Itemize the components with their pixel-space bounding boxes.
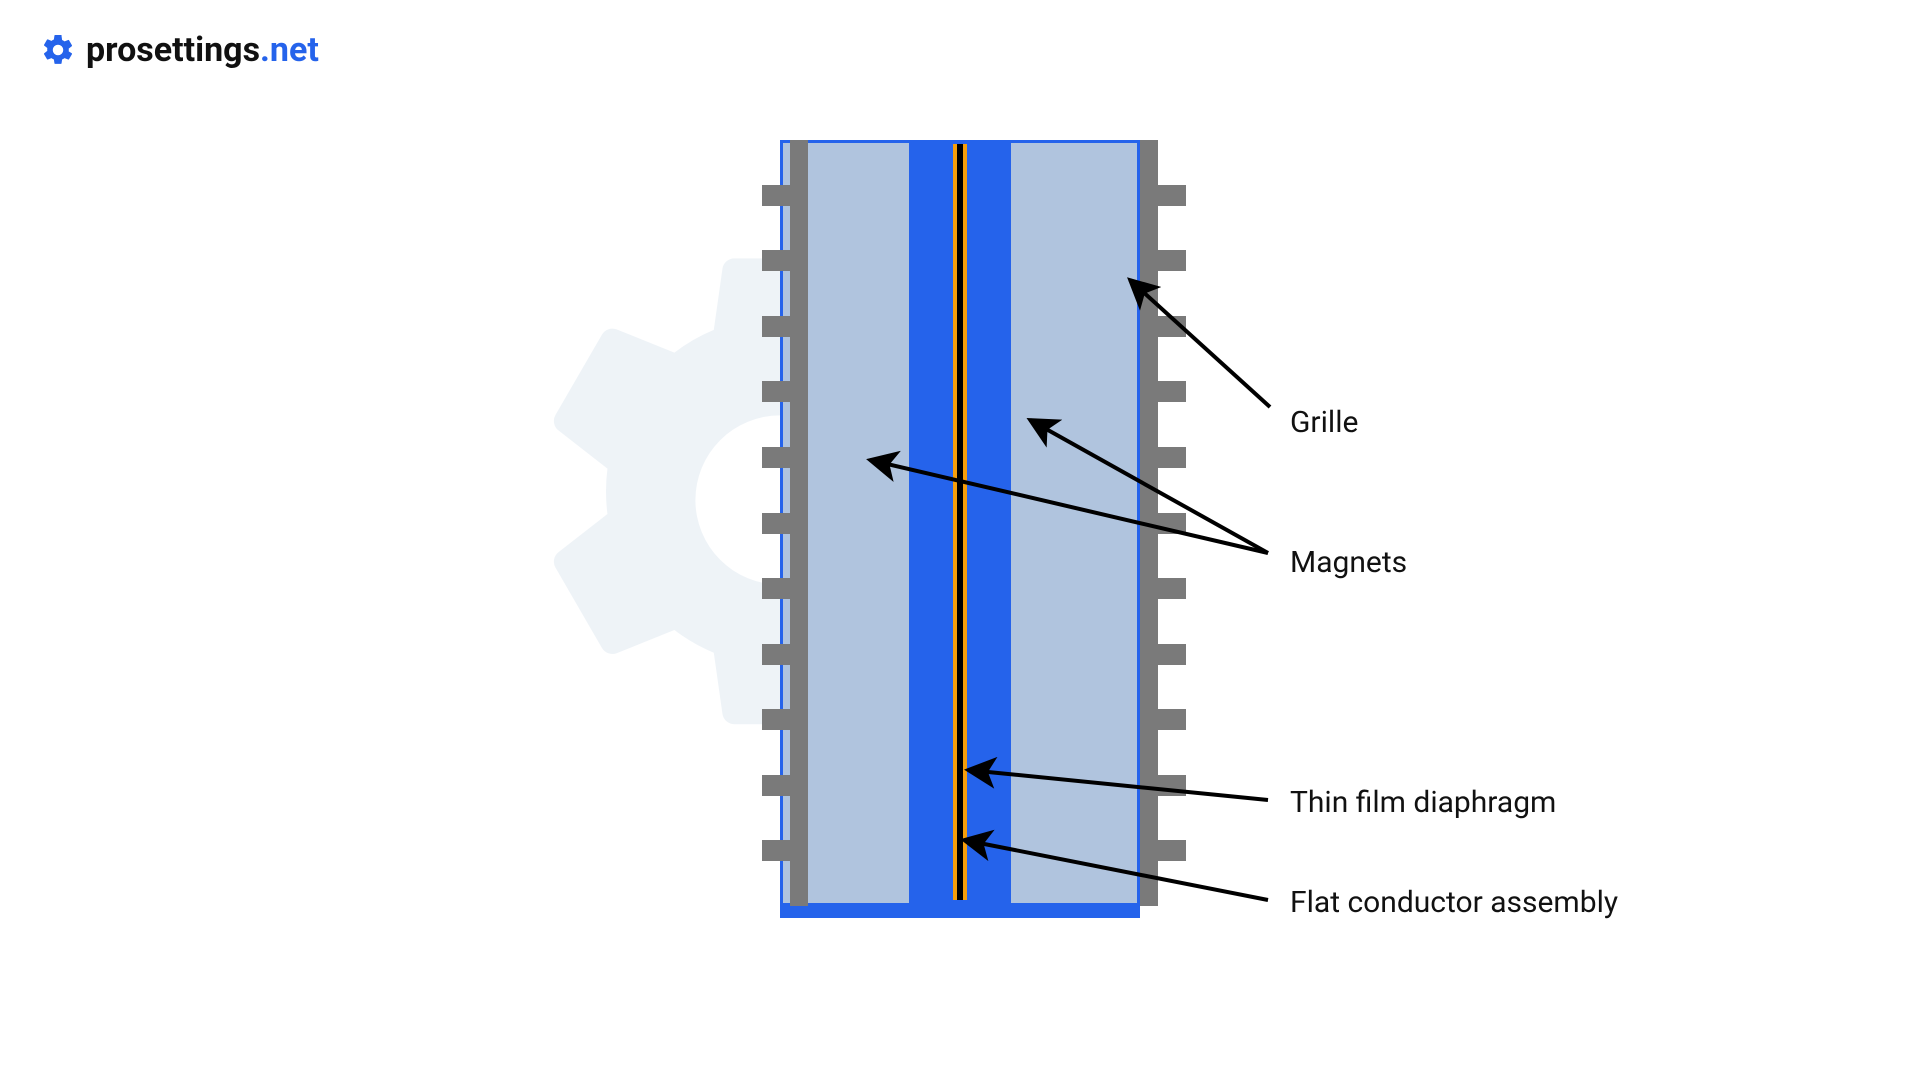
label-conductor: Flat conductor assembly (1290, 885, 1618, 920)
grille-tooth (762, 775, 790, 796)
label-grille: Grille (1290, 405, 1358, 440)
grille-tooth (1158, 513, 1186, 534)
gear-icon (40, 32, 76, 68)
label-magnets: Magnets (1290, 545, 1407, 580)
grille-tooth (762, 185, 790, 206)
center-assembly (936, 140, 984, 906)
logo-text-secondary: .net (260, 30, 319, 70)
label-diaphragm: Thin film diaphragm (1290, 785, 1556, 820)
grille-tooth (1158, 381, 1186, 402)
grille-tooth (762, 513, 790, 534)
site-logo: prosettings.net (40, 30, 319, 70)
grille-tooth (1158, 644, 1186, 665)
grille-tooth (1158, 775, 1186, 796)
grille-tooth (1158, 185, 1186, 206)
flat-conductor (957, 144, 963, 900)
grille-tooth (762, 447, 790, 468)
grille-tooth (762, 709, 790, 730)
grille-tooth (762, 840, 790, 861)
grille-left (762, 140, 808, 906)
grille-tooth (1158, 709, 1186, 730)
grille-tooth (762, 381, 790, 402)
magnet-right (1008, 140, 1140, 906)
grille-body (790, 140, 808, 906)
grille-tooth (762, 578, 790, 599)
base-plate-lip (780, 906, 1140, 918)
planar-driver-diagram (746, 140, 1174, 940)
grille-tooth (1158, 250, 1186, 271)
grille-tooth (1158, 447, 1186, 468)
grille-tooth (1158, 316, 1186, 337)
grille-body (1140, 140, 1158, 906)
grille-tooth (762, 644, 790, 665)
grille-tooth (1158, 578, 1186, 599)
grille-right (1140, 140, 1186, 906)
logo-text-primary: prosettings (86, 30, 260, 70)
grille-tooth (762, 250, 790, 271)
grille-tooth (1158, 840, 1186, 861)
grille-tooth (762, 316, 790, 337)
